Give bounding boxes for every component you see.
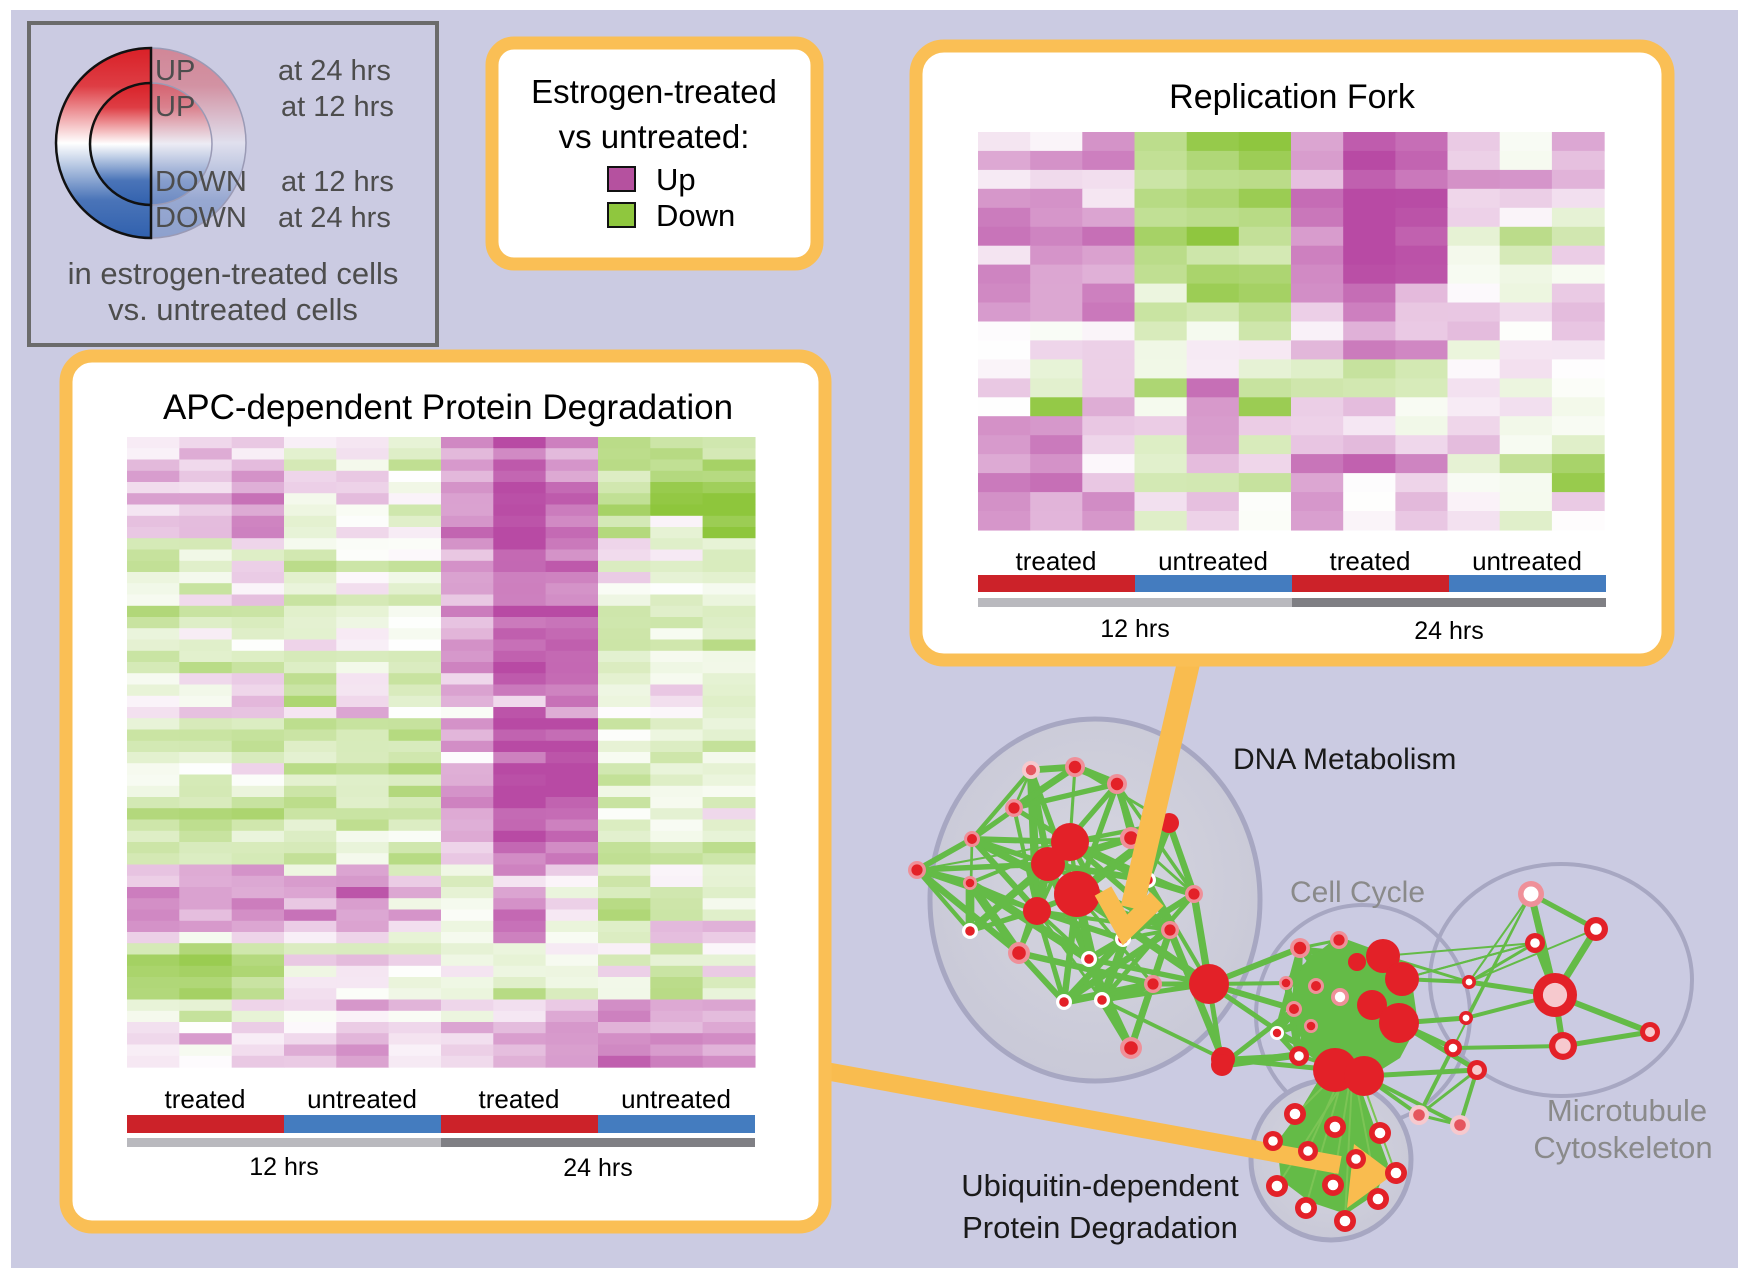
svg-text:in estrogen-treated cells: in estrogen-treated cells — [68, 256, 399, 291]
svg-text:vs. untreated cells: vs. untreated cells — [108, 292, 358, 327]
svg-text:DOWN: DOWN — [155, 202, 247, 234]
svg-text:Up: Up — [656, 162, 696, 197]
svg-text:Protein Degradation: Protein Degradation — [962, 1210, 1238, 1245]
svg-text:Cell Cycle: Cell Cycle — [1290, 876, 1425, 909]
svg-text:Down: Down — [656, 198, 735, 233]
svg-text:DNA Metabolism: DNA Metabolism — [1233, 743, 1456, 776]
svg-text:untreated: untreated — [1472, 546, 1582, 576]
svg-text:DOWN: DOWN — [155, 166, 247, 198]
svg-text:UP: UP — [155, 91, 195, 123]
svg-text:UP: UP — [155, 55, 195, 87]
svg-text:24 hrs: 24 hrs — [1414, 617, 1483, 645]
svg-text:treated: treated — [1330, 546, 1411, 576]
svg-text:at 12 hrs: at 12 hrs — [281, 166, 394, 198]
svg-text:at 24 hrs: at 24 hrs — [278, 55, 391, 87]
svg-text:untreated: untreated — [621, 1084, 731, 1114]
svg-text:treated: treated — [1016, 546, 1097, 576]
svg-text:treated: treated — [165, 1084, 246, 1114]
svg-text:untreated: untreated — [307, 1084, 417, 1114]
svg-text:Estrogen-treated: Estrogen-treated — [531, 73, 777, 110]
svg-text:Cytoskeleton: Cytoskeleton — [1533, 1130, 1712, 1165]
svg-text:at 24 hrs: at 24 hrs — [278, 202, 391, 234]
svg-text:vs untreated:: vs untreated: — [559, 118, 750, 155]
svg-text:24 hrs: 24 hrs — [563, 1154, 632, 1182]
svg-text:treated: treated — [479, 1084, 560, 1114]
svg-text:Replication Fork: Replication Fork — [1169, 78, 1416, 116]
svg-text:Ubiquitin-dependent: Ubiquitin-dependent — [961, 1168, 1239, 1203]
svg-text:untreated: untreated — [1158, 546, 1268, 576]
svg-text:at 12 hrs: at 12 hrs — [281, 91, 394, 123]
svg-text:APC-dependent Protein Degradat: APC-dependent Protein Degradation — [163, 388, 733, 427]
svg-text:12 hrs: 12 hrs — [249, 1153, 318, 1181]
svg-text:12 hrs: 12 hrs — [1100, 615, 1169, 643]
svg-text:Microtubule: Microtubule — [1547, 1093, 1707, 1128]
